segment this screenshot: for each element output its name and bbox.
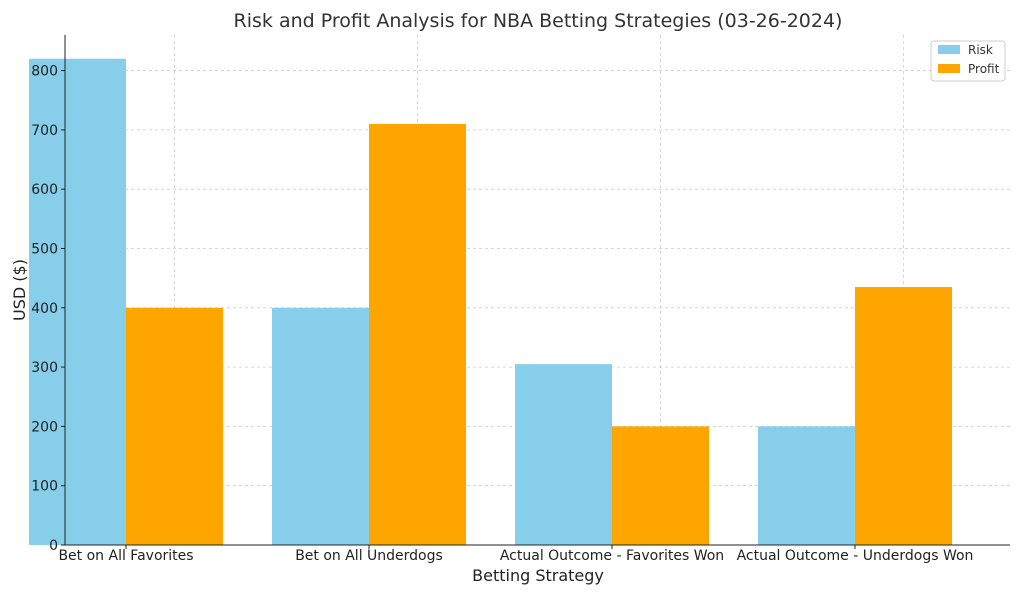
x-tick-label: Bet on All Underdogs xyxy=(295,548,443,564)
x-ticks: Bet on All Favorites Bet on All Underdogs… xyxy=(58,545,973,564)
legend-swatch-profit xyxy=(938,64,960,73)
y-tick-label: 200 xyxy=(31,419,58,435)
y-tick-label: 400 xyxy=(31,301,58,317)
x-tick-label: Actual Outcome - Favorites Won xyxy=(500,548,724,564)
bars xyxy=(29,58,952,545)
bar-profit-2 xyxy=(612,426,709,545)
y-tick-label: 700 xyxy=(31,123,58,139)
y-ticks: 0 100 200 300 400 500 600 700 800 xyxy=(31,64,65,554)
y-tick-label: 100 xyxy=(31,479,58,495)
y-tick-label: 300 xyxy=(31,360,58,376)
chart-title: Risk and Profit Analysis for NBA Betting… xyxy=(234,10,843,32)
y-tick-label: 0 xyxy=(49,538,58,554)
legend-label-risk: Risk xyxy=(968,43,993,57)
bar-risk-0 xyxy=(29,58,126,545)
axes xyxy=(64,35,1010,546)
y-tick-label: 800 xyxy=(31,64,58,80)
bar-risk-3 xyxy=(758,426,855,545)
x-tick-label: Actual Outcome - Underdogs Won xyxy=(737,548,974,564)
x-axis-title: Betting Strategy xyxy=(472,566,604,585)
y-tick-label: 600 xyxy=(31,182,58,198)
legend-swatch-risk xyxy=(938,45,960,54)
y-axis-title: USD ($) xyxy=(10,259,29,321)
bar-profit-0 xyxy=(126,307,223,545)
bar-profit-1 xyxy=(369,123,466,545)
bar-risk-1 xyxy=(272,307,369,545)
legend: Risk Profit xyxy=(930,40,1006,82)
y-tick-label: 500 xyxy=(31,241,58,257)
bar-profit-3 xyxy=(855,287,952,545)
x-tick-label: Bet on All Favorites xyxy=(58,548,193,564)
bar-risk-2 xyxy=(515,364,612,545)
legend-label-profit: Profit xyxy=(968,62,1000,76)
